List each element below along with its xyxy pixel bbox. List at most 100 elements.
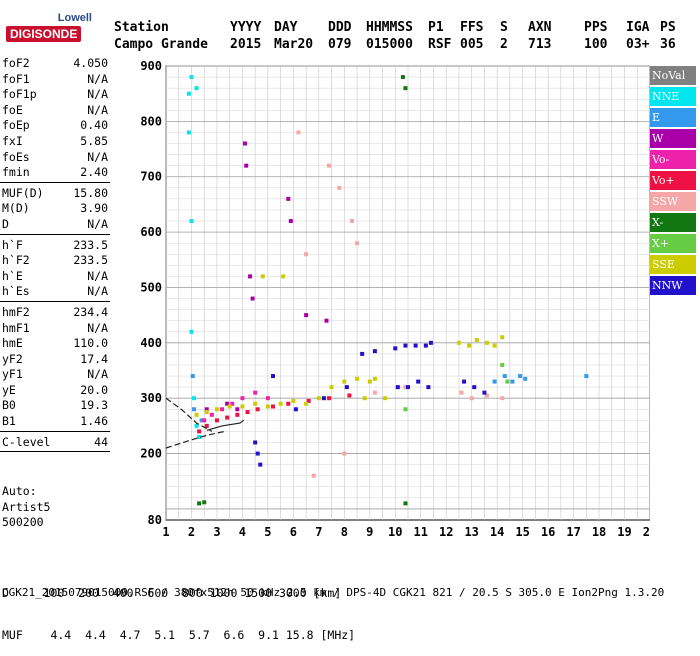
legend-item: Vo+	[650, 171, 696, 190]
autoscaling-line: Auto:	[2, 484, 37, 498]
data-point	[467, 343, 472, 348]
data-point	[474, 338, 479, 343]
param-row: B1 1.46	[0, 414, 110, 430]
data-point	[327, 163, 332, 168]
profile-curve	[165, 397, 213, 432]
param-row: foEs N/A	[0, 150, 110, 166]
data-point	[265, 396, 270, 401]
data-point	[286, 196, 291, 201]
autoscaling-line: Artist5	[2, 499, 51, 514]
data-point	[395, 385, 400, 390]
data-point	[194, 423, 199, 428]
data-point	[393, 346, 398, 351]
data-point	[362, 396, 367, 401]
data-point	[403, 343, 408, 348]
param-row: B0 19.3	[0, 398, 110, 414]
param-name: foF2	[2, 56, 30, 70]
param-name: C-level	[2, 434, 51, 449]
data-point	[186, 91, 191, 96]
data-point	[250, 296, 255, 301]
logo-bottom-text: DIGISONDE	[6, 26, 82, 42]
data-point	[235, 407, 240, 412]
data-point	[186, 130, 191, 135]
data-point	[492, 343, 497, 348]
data-point	[240, 396, 245, 401]
data-point	[456, 340, 461, 345]
legend-item: SSE	[650, 255, 696, 274]
param-name: foF1	[2, 71, 30, 86]
x-tick-label: 7	[315, 525, 322, 539]
data-point	[197, 429, 202, 434]
header-label: S	[500, 20, 508, 35]
data-point	[189, 329, 194, 334]
legend: NoVal NNE E W Vo- Vo+ SSW X- X+ SSE NNW	[650, 66, 696, 297]
param-name: MUF(D)	[2, 185, 44, 200]
header-value: Mar20	[274, 37, 314, 52]
param-row: yF1 N/A	[0, 367, 110, 383]
param-value: N/A	[87, 284, 108, 299]
ionogram-chart: 1234567891011121314151617181920802003004…	[140, 59, 650, 539]
header-label: FFS	[460, 20, 484, 35]
data-point	[225, 415, 230, 420]
param-separator	[0, 451, 110, 453]
header-value: 005	[460, 37, 484, 52]
param-row: foF1 N/A	[0, 72, 110, 88]
data-point	[220, 407, 225, 412]
data-point	[344, 385, 349, 390]
data-point	[244, 163, 249, 168]
data-point	[484, 340, 489, 345]
data-point	[469, 396, 474, 401]
x-tick-label: 4	[239, 525, 246, 539]
param-value: N/A	[87, 102, 108, 117]
data-point	[192, 407, 197, 412]
param-value: 2.40	[80, 165, 108, 180]
x-tick-label: 14	[490, 525, 504, 539]
header-value: 2	[500, 37, 508, 52]
header-label: HHMMSS	[366, 20, 413, 35]
header-label: PS	[660, 20, 676, 35]
legend-item: E	[650, 108, 696, 127]
data-point	[518, 374, 523, 379]
header-label: DAY	[274, 20, 298, 35]
x-tick-label: 16	[541, 525, 555, 539]
data-point	[194, 412, 199, 417]
data-point	[482, 390, 487, 395]
data-point	[199, 418, 204, 423]
param-name: foEs	[2, 149, 30, 164]
param-value: N/A	[87, 320, 108, 335]
data-point	[281, 274, 286, 279]
param-name: yE	[2, 382, 16, 397]
data-point	[190, 374, 195, 379]
data-point	[245, 410, 250, 415]
param-name: h`E	[2, 268, 23, 283]
data-point	[372, 376, 377, 381]
param-value: 233.5	[73, 237, 108, 252]
data-point	[240, 404, 245, 409]
data-point	[372, 390, 377, 395]
x-tick-label: 6	[290, 525, 297, 539]
y-tick-label: 800	[140, 114, 162, 128]
param-name: hmF2	[2, 304, 30, 319]
header-label: AXN	[528, 20, 552, 35]
legend-item: NNE	[650, 87, 696, 106]
param-name: h`Es	[2, 284, 30, 299]
data-point	[423, 343, 428, 348]
x-tick-label: 15	[515, 525, 529, 539]
legend-item: SSW	[650, 192, 696, 211]
x-tick-label: 9	[366, 525, 373, 539]
data-point	[270, 404, 275, 409]
data-point	[426, 385, 431, 390]
data-point	[324, 318, 329, 323]
data-point	[413, 343, 418, 348]
param-separator	[0, 430, 110, 432]
data-point	[248, 274, 253, 279]
param-row: fmin 2.40	[0, 165, 110, 181]
header-value: 713	[528, 37, 552, 52]
header-value: RSF	[428, 37, 452, 52]
param-row: h`Es N/A	[0, 284, 110, 300]
scaled-parameters: foF2 4.050 foF1 N/A foF1p N/A foE N/A foEp 0.40 fx…	[0, 56, 110, 455]
data-point	[227, 404, 232, 409]
param-value: N/A	[87, 71, 108, 86]
data-point	[258, 462, 263, 467]
param-value: 3.90	[80, 201, 108, 216]
